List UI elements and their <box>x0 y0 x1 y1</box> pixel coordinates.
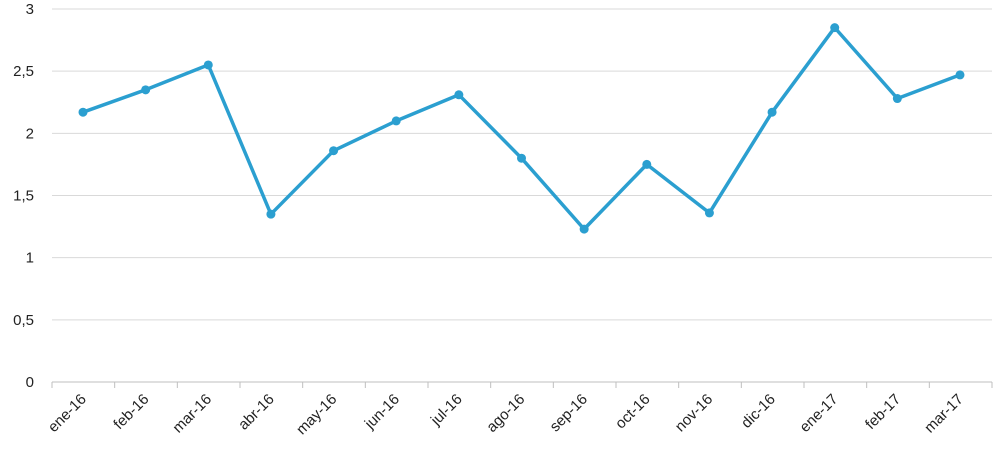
data-point <box>579 224 589 234</box>
data-point <box>955 70 965 80</box>
data-points <box>78 23 965 234</box>
data-point <box>642 159 652 169</box>
x-tick-label: sep-16 <box>547 391 591 435</box>
y-tick-label: 3 <box>26 1 34 18</box>
x-tick-label: feb-17 <box>862 391 904 433</box>
data-point <box>830 23 840 33</box>
x-axis-tick-labels: ene-16 feb-16 mar-16 abr-16 may-16 jun-16 jul-… <box>45 391 967 438</box>
x-tick-label: ene-16 <box>45 391 90 436</box>
y-tick-label: 1,5 <box>13 188 34 205</box>
data-point <box>266 209 276 219</box>
y-tick-label: 2,5 <box>13 63 34 80</box>
x-tick-label: ene-17 <box>796 391 841 436</box>
data-point <box>704 208 714 218</box>
x-tick-label: oct-16 <box>612 391 654 433</box>
data-point <box>391 116 401 126</box>
x-tick-label: may-16 <box>293 391 340 438</box>
data-point <box>892 94 902 104</box>
x-tick-label: jun-16 <box>361 391 403 433</box>
data-point <box>141 85 151 95</box>
x-tick-label: mar-16 <box>169 391 215 437</box>
y-tick-label: 2 <box>26 125 34 142</box>
x-tick-label: mar-17 <box>921 391 967 437</box>
x-axis-ticks <box>51 382 993 388</box>
data-point <box>203 60 213 70</box>
x-tick-label: dic-16 <box>738 391 779 432</box>
x-tick-label: feb-16 <box>110 391 152 433</box>
data-point <box>78 107 88 117</box>
data-point <box>767 107 777 117</box>
x-tick-label: jul-16 <box>427 391 466 430</box>
y-axis-tick-labels: 0 0,5 1 1,5 2 2,5 3 <box>13 1 34 391</box>
data-point <box>454 90 464 100</box>
data-point <box>329 146 339 156</box>
gridlines <box>52 8 992 321</box>
data-point <box>517 153 526 163</box>
y-tick-label: 1 <box>26 250 34 267</box>
y-tick-label: 0 <box>26 374 34 391</box>
x-tick-label: abr-16 <box>235 391 278 434</box>
x-tick-label: ago-16 <box>483 391 528 436</box>
x-tick-label: nov-16 <box>672 391 716 435</box>
series-line <box>82 25 961 231</box>
y-tick-label: 0,5 <box>13 312 34 329</box>
